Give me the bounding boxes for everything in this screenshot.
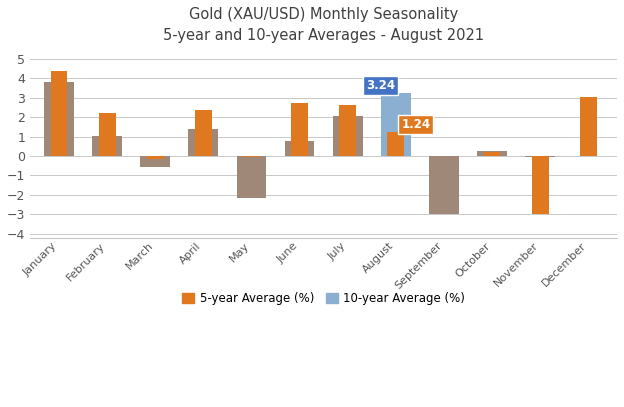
Bar <box>285 142 314 156</box>
Text: 1.24: 1.24 <box>401 118 431 131</box>
Bar <box>51 72 67 156</box>
Bar <box>236 156 266 198</box>
Title: Gold (XAU/USD) Monthly Seasonality
5-year and 10-year Averages - August 2021: Gold (XAU/USD) Monthly Seasonality 5-yea… <box>163 7 484 43</box>
Bar <box>532 156 548 214</box>
Bar <box>44 82 74 156</box>
Bar <box>243 156 260 157</box>
Bar <box>484 152 500 156</box>
Legend: 5-year Average (%), 10-year Average (%): 5-year Average (%), 10-year Average (%) <box>177 288 470 310</box>
Bar <box>580 97 597 156</box>
Bar <box>99 113 115 156</box>
Bar <box>140 156 170 167</box>
Bar <box>388 132 404 156</box>
Bar <box>195 110 212 156</box>
Bar <box>477 151 507 156</box>
Bar <box>525 156 555 157</box>
Bar <box>188 129 218 156</box>
Bar <box>339 105 356 156</box>
Bar <box>92 136 122 156</box>
Bar <box>429 156 459 214</box>
Text: 3.24: 3.24 <box>366 79 395 92</box>
Bar <box>291 103 308 156</box>
Bar <box>381 93 411 156</box>
Bar <box>333 116 363 156</box>
Bar <box>147 156 163 159</box>
